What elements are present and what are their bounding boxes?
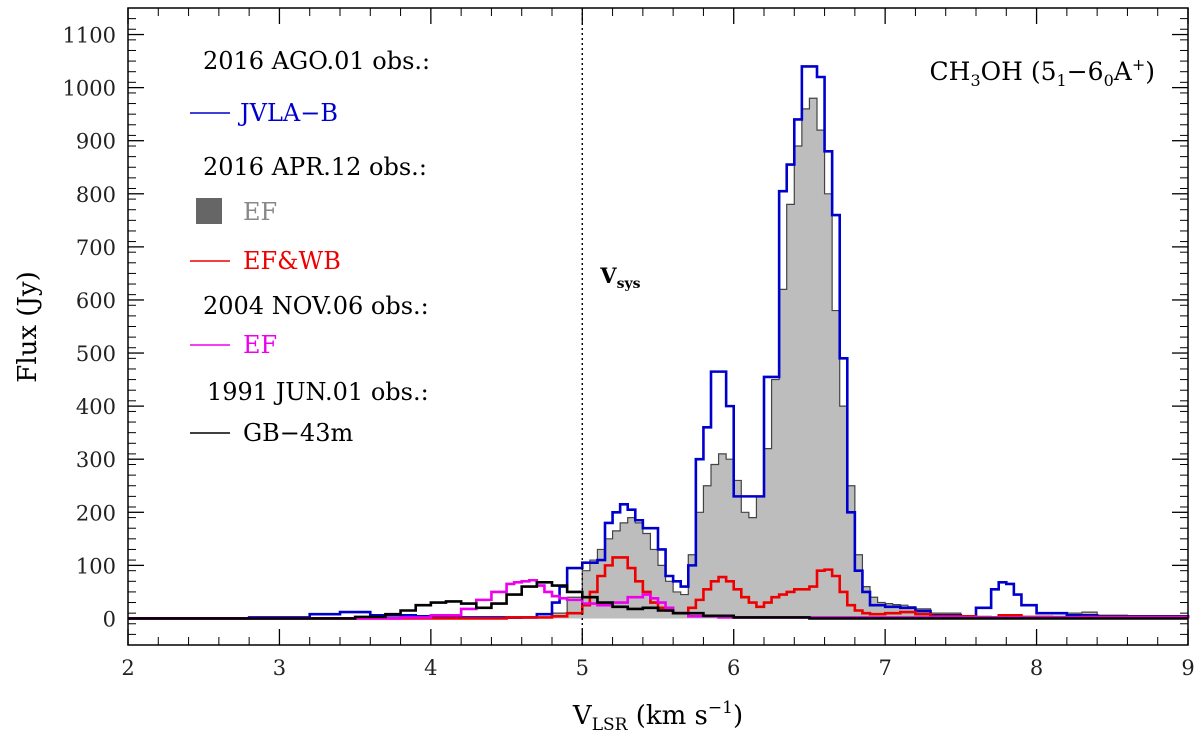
x-tick-label: 9 (1181, 656, 1194, 680)
y-tick-label: 100 (76, 554, 116, 578)
y-tick-label: 0 (103, 607, 116, 631)
x-tick-label: 2 (121, 656, 134, 680)
legend: 2016 AGO.01 obs.: JVLA−B 2016 APR.12 obs… (190, 47, 430, 447)
legend-label-ef-2016: EF (243, 198, 277, 226)
vsys-label: Vsys (599, 263, 640, 292)
x-tick-label: 5 (576, 656, 589, 680)
y-tick-label: 600 (76, 289, 116, 313)
axes-layer: 2 3 4 5 6 7 8 9 0 100 200 300 400 500 600 700 800 900 1000… (63, 7, 1195, 680)
legend-heading-2016-ago: 2016 AGO.01 obs.: (203, 47, 430, 75)
x-tick-label: 7 (878, 656, 891, 680)
legend-label-jvla-b: JVLA−B (237, 99, 338, 127)
x-axis-title: VLSR (km s−1) (572, 698, 743, 735)
series-line-ef-wb (128, 556, 1190, 620)
x-tick-label: 4 (424, 656, 437, 680)
legend-swatch-ef-2016 (196, 198, 222, 224)
y-tick-label: 1000 (63, 77, 116, 101)
chart-title: CH3OH (51−60A+) (930, 55, 1156, 90)
series-line-ef-2004 (128, 578, 1190, 620)
y-tick-label: 300 (76, 448, 116, 472)
series-layer (128, 65, 1190, 620)
legend-label-gb-43m: GB−43m (243, 419, 353, 447)
series-line-gb-43m (128, 581, 1188, 620)
x-tick-label: 8 (1030, 656, 1043, 680)
legend-heading-2004-nov: 2004 NOV.06 obs.: (203, 292, 429, 320)
y-tick-label: 700 (76, 236, 116, 260)
legend-label-ef-wb: EF&WB (243, 247, 341, 275)
y-tick-label: 800 (76, 183, 116, 207)
y-tick-label: 900 (76, 130, 116, 154)
x-tick-label: 3 (273, 656, 286, 680)
y-tick-label: 200 (76, 501, 116, 525)
legend-label-ef-2004: EF (243, 331, 277, 359)
legend-heading-1991-jun: 1991 JUN.01 obs.: (207, 378, 429, 406)
legend-heading-2016-apr: 2016 APR.12 obs.: (203, 153, 427, 181)
series-line-jvla-b (128, 65, 1190, 620)
y-axis-title: Flux (Jy) (13, 271, 43, 382)
x-tick-label: 6 (727, 656, 740, 680)
y-tick-label: 400 (76, 395, 116, 419)
y-tick-label: 1100 (63, 24, 116, 48)
y-tick-label: 500 (76, 342, 116, 366)
